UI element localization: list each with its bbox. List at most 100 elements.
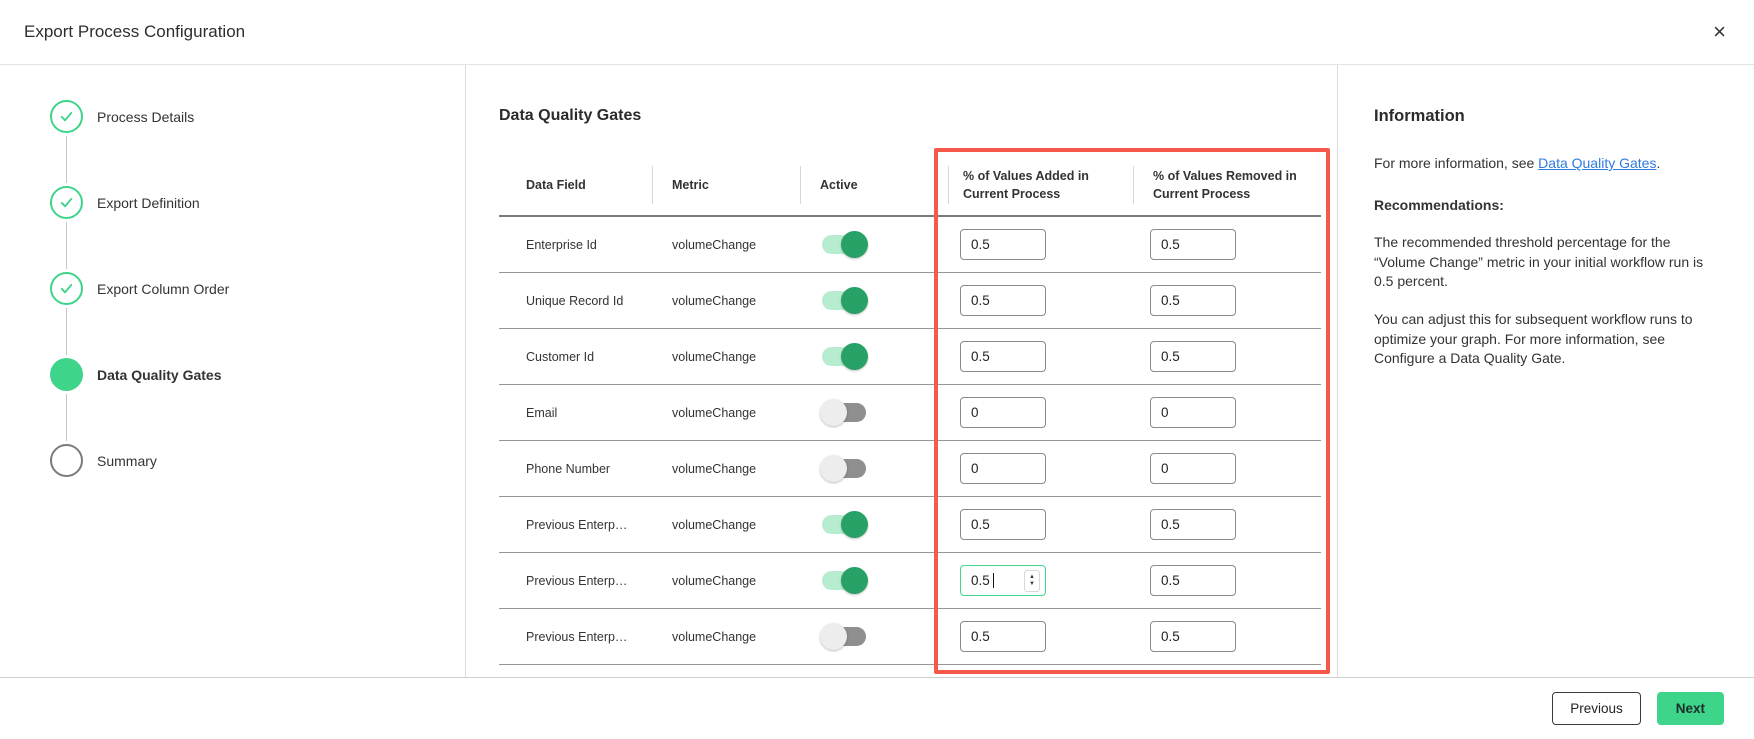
active-toggle[interactable] [820,455,866,482]
recommendation-paragraph-1: The recommended threshold percentage for… [1374,234,1704,290]
sidebar-step-export-column-order[interactable]: Export Column Order [0,272,465,305]
wizard-steps-sidebar: Process Details Export Definition Export… [0,65,466,677]
active-toggle[interactable] [820,399,866,426]
data-field-value: Email [526,405,558,420]
active-toggle[interactable] [822,343,868,370]
pending-step-circle [50,444,83,477]
active-toggle[interactable] [822,567,868,594]
pct-removed-input[interactable] [1150,229,1236,260]
pct-removed-input[interactable] [1150,509,1236,540]
toggle-knob [820,455,847,482]
table-row: Email volumeChange ▲▼ [499,385,1321,441]
data-field-value: Previous Enterp… [526,517,628,532]
panel-title: Data Quality Gates [499,107,642,124]
pct-added-input[interactable] [960,397,1046,428]
toggle-knob [841,511,868,538]
dialog-header: Export Process Configuration × [0,0,1754,65]
step-connector [66,222,67,269]
stepper-down-icon[interactable]: ▼ [1029,581,1035,587]
col-header-pct-added: % of Values Added in Current Process [948,155,1133,215]
recommendations-label: Recommendations: [1374,196,1504,213]
active-toggle[interactable] [822,511,868,538]
toggle-knob [841,343,868,370]
toggle-knob [841,231,868,258]
active-toggle[interactable] [820,623,866,650]
table-row: Enterprise Id volumeChange ▲▼ [499,217,1321,273]
sidebar-step-process-details[interactable]: Process Details [0,100,465,133]
metric-value: volumeChange [672,461,757,476]
data-field-value: Previous Enterp… [526,629,628,644]
check-circle-icon [50,186,83,219]
pct-removed-input[interactable] [1150,621,1236,652]
data-quality-gates-table: Data Field Metric Active % of Values Add… [499,155,1321,665]
step-label: Data Quality Gates [97,366,222,383]
col-header-metric: Metric [652,155,800,215]
information-title: Information [1374,107,1465,125]
active-toggle[interactable] [822,231,868,258]
recommendation-paragraph-2: You can adjust this for subsequent workf… [1374,310,1693,367]
table-row: Previous Enterp… volumeChange ▲▼ [499,497,1321,553]
col-header-pct-removed: % of Values Removed in Current Process [1133,155,1321,215]
toggle-knob [841,287,868,314]
information-panel: Information For more information, see Da… [1338,65,1754,677]
step-label: Summary [97,452,157,469]
metric-value: volumeChange [672,573,757,588]
dialog-title: Export Process Configuration [24,22,246,41]
pct-added-input[interactable] [960,285,1046,316]
table-row: Unique Record Id volumeChange ▲▼ [499,273,1321,329]
step-connector [66,394,67,441]
metric-value: volumeChange [672,517,757,532]
metric-value: volumeChange [672,349,757,364]
pct-added-input[interactable] [960,621,1046,652]
table-row: Previous Enterp… volumeChange ▲▼ [499,553,1321,609]
pct-added-input[interactable] [960,509,1046,540]
col-header-data-field: Data Field [526,177,586,192]
table-row: Customer Id volumeChange ▲▼ [499,329,1321,385]
data-field-value: Customer Id [526,349,595,364]
dialog-footer: Previous Next [0,677,1754,739]
pct-removed-input[interactable] [1150,341,1236,372]
step-connector [66,308,67,355]
text-caret [993,573,995,588]
stepper-up-icon[interactable]: ▲ [1029,574,1035,580]
previous-button[interactable]: Previous [1552,692,1641,725]
table-row: Previous Enterp… volumeChange ▲▼ [499,609,1321,665]
data-quality-gates-link[interactable]: Data Quality Gates [1538,155,1657,171]
step-label: Export Definition [97,194,200,211]
metric-value: volumeChange [672,237,757,252]
col-header-active: Active [800,155,948,215]
metric-value: volumeChange [672,629,757,644]
data-field-value: Phone Number [526,461,611,476]
sidebar-step-data-quality-gates[interactable]: Data Quality Gates [0,358,465,391]
pct-added-input[interactable] [960,229,1046,260]
check-circle-icon [50,272,83,305]
table-header-row: Data Field Metric Active % of Values Add… [499,155,1321,217]
pct-removed-input[interactable] [1150,565,1236,596]
pct-removed-input[interactable] [1150,453,1236,484]
data-quality-gates-panel: Data Quality Gates Data Field Metric Act… [466,65,1338,677]
data-field-value: Previous Enterp… [526,573,628,588]
pct-added-input[interactable] [960,341,1046,372]
step-label: Process Details [97,108,195,125]
data-field-value: Enterprise Id [526,237,597,252]
active-step-dot [50,358,83,391]
more-info-text: For more information, see Data Quality G… [1374,155,1661,171]
check-circle-icon [50,100,83,133]
number-stepper[interactable]: ▲ ▼ [1024,570,1040,592]
next-button[interactable]: Next [1656,692,1724,725]
pct-removed-input[interactable] [1150,397,1236,428]
toggle-knob [820,623,847,650]
toggle-knob [820,399,847,426]
sidebar-step-summary[interactable]: Summary [0,444,465,477]
active-toggle[interactable] [822,287,868,314]
toggle-knob [841,567,868,594]
table-body: Enterprise Id volumeChange ▲▼ Unique Rec… [499,217,1321,665]
sidebar-step-export-definition[interactable]: Export Definition [0,186,465,219]
pct-added-input[interactable] [960,453,1046,484]
pct-removed-input[interactable] [1150,285,1236,316]
table-row: Phone Number volumeChange ▲▼ [499,441,1321,497]
close-icon[interactable]: × [1713,19,1726,44]
data-field-value: Unique Record Id [526,293,624,308]
metric-value: volumeChange [672,293,757,308]
step-label: Export Column Order [97,280,230,297]
